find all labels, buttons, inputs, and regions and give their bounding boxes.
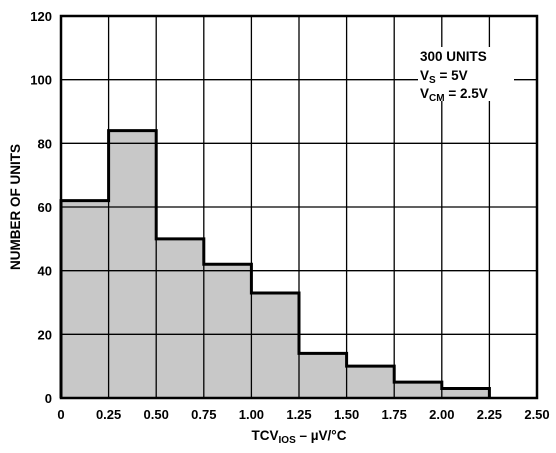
x-tick-label: 1.00	[239, 407, 264, 422]
bars	[61, 130, 490, 398]
annotation-vs: VS = 5V	[420, 68, 468, 86]
x-tick-label: 0.50	[144, 407, 169, 422]
x-axis-title-sub: IOS	[279, 435, 297, 446]
plot-frame	[59, 14, 539, 400]
annotation-box: 300 UNITS VS = 5V VCM = 2.5V	[418, 47, 514, 104]
x-tick-label: 1.75	[382, 407, 407, 422]
histogram-bar	[441, 388, 490, 398]
x-tick-label: 2.00	[429, 407, 454, 422]
x-axis-title-main: TCV	[252, 428, 279, 443]
x-tick-label: 2.25	[477, 407, 502, 422]
annotation-vs-main: V	[420, 68, 429, 83]
histogram-bar	[61, 200, 109, 398]
y-tick-label: 40	[38, 264, 52, 279]
x-tick-label: 0.75	[191, 407, 216, 422]
annotation-vcm-rest: = 2.5V	[445, 86, 488, 101]
y-tick-label: 20	[38, 327, 52, 342]
histogram-bar	[346, 366, 395, 398]
x-tick-label: 1.50	[334, 407, 359, 422]
y-tick-labels: 0 20 40 60 80 100 120	[30, 9, 52, 406]
y-tick-label: 60	[38, 200, 52, 215]
histogram-bar	[394, 382, 442, 398]
histogram-bar	[299, 353, 347, 398]
annotation-vs-sub: S	[429, 75, 436, 86]
annotation-background	[418, 47, 514, 101]
histogram-bar	[203, 264, 252, 398]
x-tick-label: 0.25	[96, 407, 121, 422]
annotation-vcm-main: V	[420, 86, 429, 101]
x-tick-labels: 0 0.25 0.50 0.75 1.00 1.25 1.50 1.75 2.00 2.25 2.5…	[57, 407, 549, 422]
y-tick-label: 0	[45, 391, 52, 406]
grid	[61, 16, 537, 398]
y-tick-label: 80	[38, 136, 52, 151]
annotation-units: 300 UNITS	[420, 49, 487, 64]
y-axis-title: NUMBER OF UNITS	[8, 144, 23, 270]
x-tick-label: 2.50	[524, 407, 549, 422]
annotation-vs-rest: = 5V	[436, 68, 468, 83]
x-tick-label: 0	[57, 407, 64, 422]
annotation-vcm: VCM = 2.5V	[420, 86, 488, 104]
x-axis-title-rest: – µV/°C	[296, 428, 347, 443]
histogram-bar	[251, 292, 299, 398]
x-axis-title: TCVIOS – µV/°C	[252, 428, 347, 446]
histogram-bar	[108, 130, 157, 398]
y-tick-label: 120	[30, 9, 52, 24]
x-tick-label: 1.25	[286, 407, 311, 422]
histogram-bar	[156, 238, 204, 398]
y-tick-label: 100	[30, 73, 52, 88]
annotation-vcm-sub: CM	[429, 93, 445, 104]
histogram-outline	[59, 129, 491, 398]
